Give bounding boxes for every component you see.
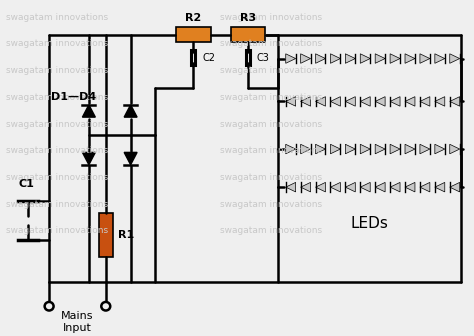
Polygon shape <box>420 144 430 154</box>
Text: swagatam innovations: swagatam innovations <box>6 226 109 235</box>
Text: swagatam innovations: swagatam innovations <box>6 120 109 128</box>
Text: swagatam innovations: swagatam innovations <box>220 120 322 128</box>
Polygon shape <box>316 144 326 154</box>
Polygon shape <box>450 97 460 106</box>
Polygon shape <box>286 144 296 154</box>
Polygon shape <box>286 182 296 192</box>
Polygon shape <box>346 54 356 63</box>
Text: C1: C1 <box>18 179 34 189</box>
Polygon shape <box>420 182 430 192</box>
Polygon shape <box>360 97 370 106</box>
Polygon shape <box>330 54 340 63</box>
Text: swagatam innovations: swagatam innovations <box>6 93 109 102</box>
Polygon shape <box>330 182 340 192</box>
Text: swagatam innovations: swagatam innovations <box>220 173 322 182</box>
Polygon shape <box>286 54 296 63</box>
Polygon shape <box>375 182 385 192</box>
Polygon shape <box>316 182 326 192</box>
Text: swagatam innovations: swagatam innovations <box>220 40 322 48</box>
Polygon shape <box>360 182 370 192</box>
Polygon shape <box>405 97 415 106</box>
Text: LEDs: LEDs <box>350 216 388 231</box>
Polygon shape <box>420 54 430 63</box>
Text: swagatam innovations: swagatam innovations <box>220 66 322 75</box>
Polygon shape <box>346 97 356 106</box>
Polygon shape <box>124 105 137 117</box>
Polygon shape <box>301 97 310 106</box>
Polygon shape <box>435 54 445 63</box>
Polygon shape <box>346 144 356 154</box>
Polygon shape <box>82 153 95 165</box>
Text: swagatam innovations: swagatam innovations <box>220 146 322 155</box>
Text: Mains
Input: Mains Input <box>61 311 93 333</box>
Polygon shape <box>316 97 326 106</box>
Polygon shape <box>316 54 326 63</box>
Polygon shape <box>82 105 95 117</box>
Text: R1: R1 <box>118 230 134 240</box>
Polygon shape <box>124 153 137 165</box>
Polygon shape <box>390 182 400 192</box>
Polygon shape <box>375 54 385 63</box>
Bar <box>176 27 210 42</box>
Polygon shape <box>450 182 460 192</box>
Polygon shape <box>375 97 385 106</box>
Polygon shape <box>286 97 296 106</box>
Text: R2: R2 <box>185 13 201 23</box>
Text: swagatam innovations: swagatam innovations <box>220 93 322 102</box>
Polygon shape <box>405 144 415 154</box>
Text: swagatam innovations: swagatam innovations <box>6 40 109 48</box>
Polygon shape <box>301 182 310 192</box>
Text: swagatam innovations: swagatam innovations <box>6 13 109 22</box>
Polygon shape <box>330 97 340 106</box>
Polygon shape <box>450 144 460 154</box>
Polygon shape <box>435 97 445 106</box>
Polygon shape <box>420 97 430 106</box>
Polygon shape <box>390 144 400 154</box>
Polygon shape <box>360 144 370 154</box>
Text: swagatam innovations: swagatam innovations <box>6 146 109 155</box>
Text: swagatam innovations: swagatam innovations <box>6 200 109 209</box>
Polygon shape <box>390 54 400 63</box>
Text: swagatam innovations: swagatam innovations <box>220 200 322 209</box>
Polygon shape <box>405 182 415 192</box>
Text: D1—D4: D1—D4 <box>51 92 96 102</box>
Polygon shape <box>450 54 460 63</box>
Text: swagatam innovations: swagatam innovations <box>220 13 322 22</box>
Text: C3: C3 <box>257 53 270 62</box>
Bar <box>99 213 113 257</box>
Polygon shape <box>346 182 356 192</box>
Polygon shape <box>360 54 370 63</box>
Polygon shape <box>435 144 445 154</box>
Text: swagatam innovations: swagatam innovations <box>6 66 109 75</box>
Polygon shape <box>390 97 400 106</box>
Polygon shape <box>301 144 310 154</box>
Polygon shape <box>301 54 310 63</box>
Text: swagatam innovations: swagatam innovations <box>220 226 322 235</box>
Text: C2: C2 <box>202 53 215 62</box>
Text: R3: R3 <box>240 13 256 23</box>
Text: swagatam innovations: swagatam innovations <box>6 173 109 182</box>
Polygon shape <box>405 54 415 63</box>
Polygon shape <box>435 182 445 192</box>
Polygon shape <box>375 144 385 154</box>
Polygon shape <box>330 144 340 154</box>
Bar <box>230 27 265 42</box>
